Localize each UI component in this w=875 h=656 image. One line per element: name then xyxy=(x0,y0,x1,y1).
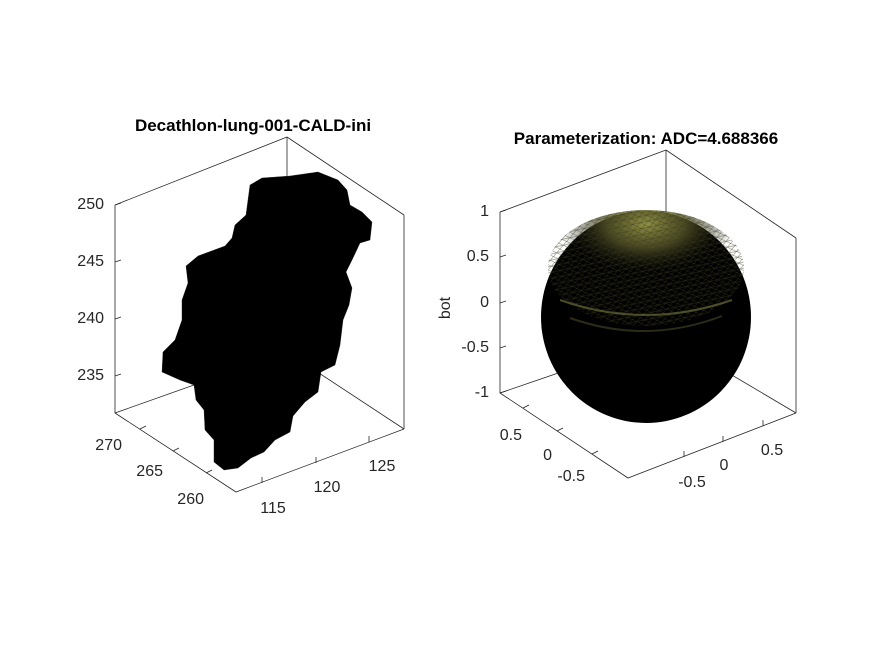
right-x-tick-label: 0.5 xyxy=(761,442,783,459)
left-z-tick-label: 235 xyxy=(77,367,104,384)
left-y-tick-label: 270 xyxy=(95,437,122,454)
left-z-ticks: 250 245 240 235 xyxy=(77,196,122,384)
right-x-tick-label: 0 xyxy=(720,457,729,474)
right-y-tick-label: -0.5 xyxy=(557,468,585,485)
right-y-ticks: 0.5 0 -0.5 xyxy=(500,404,599,485)
left-x-tick-label: 125 xyxy=(369,458,396,475)
right-z-axis-label: bot xyxy=(437,296,454,319)
right-axes: 1 0.5 0 -0.5 -1 bot 0.5 0 -0.5 -0.5 0 0.… xyxy=(437,129,797,491)
right-z-tick-label: 0 xyxy=(480,294,489,311)
left-z-tick-label: 250 xyxy=(77,196,104,213)
parameterization-sphere xyxy=(541,210,751,423)
left-x-tick-label: 115 xyxy=(260,500,286,517)
left-chart-title: Decathlon-lung-001-CALD-ini xyxy=(135,116,371,135)
left-axes: 250 245 240 235 270 265 260 115 120 125 … xyxy=(77,116,405,517)
right-y-tick-label: 0.5 xyxy=(500,427,522,444)
right-z-tick-label: -1 xyxy=(475,384,489,401)
left-z-tick-label: 245 xyxy=(77,253,104,270)
left-x-tick-label: 120 xyxy=(314,479,341,496)
right-x-tick-label: -0.5 xyxy=(678,474,706,491)
left-z-tick-label: 240 xyxy=(77,310,104,327)
right-chart-title: Parameterization: ADC=4.688366 xyxy=(514,129,778,148)
right-z-tick-label: 1 xyxy=(480,203,489,220)
right-x-ticks: -0.5 0 0.5 xyxy=(678,420,783,491)
left-x-ticks: 115 120 125 xyxy=(260,436,395,517)
lung-voxel-surface xyxy=(161,171,373,471)
right-z-tick-label: -0.5 xyxy=(461,339,489,356)
right-z-ticks: 1 0.5 0 -0.5 -1 xyxy=(461,203,507,401)
left-y-ticks: 270 265 260 xyxy=(95,425,213,508)
left-y-tick-label: 260 xyxy=(177,491,204,508)
right-y-tick-label: 0 xyxy=(543,447,552,464)
right-z-tick-label: 0.5 xyxy=(467,248,489,265)
left-y-tick-label: 265 xyxy=(136,463,163,480)
